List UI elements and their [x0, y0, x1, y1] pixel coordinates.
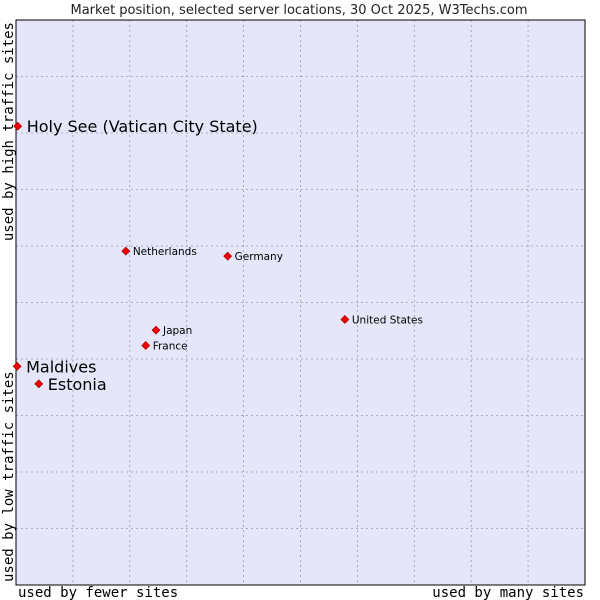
- y-axis-label-bottom: used by low traffic sites: [1, 371, 17, 582]
- y-axis-label-top: used by high traffic sites: [1, 22, 17, 241]
- point-label-japan: Japan: [162, 325, 192, 337]
- point-marker-estonia: [34, 379, 44, 389]
- point-label-united-states: United States: [352, 314, 423, 326]
- point-label-maldives: Maldives: [26, 357, 96, 376]
- point-label-estonia: Estonia: [48, 375, 107, 394]
- point-label-holy-see-vatican-city-state: Holy See (Vatican City State): [27, 117, 258, 136]
- point-label-france: France: [153, 340, 188, 352]
- point-label-netherlands: Netherlands: [133, 246, 197, 258]
- point-marker-holy-see-vatican-city-state: [13, 121, 23, 131]
- grid-lines: [16, 20, 585, 585]
- chart-title: Market position, selected server locatio…: [70, 3, 527, 18]
- point-marker-maldives: [12, 361, 22, 371]
- point-marker-netherlands: [121, 246, 131, 256]
- point-marker-france: [141, 341, 151, 350]
- point-label-germany: Germany: [235, 251, 283, 263]
- point-marker-japan: [151, 325, 161, 335]
- x-axis-label-left: used by fewer sites: [18, 585, 178, 600]
- x-axis-label-right: used by many sites: [432, 585, 584, 600]
- data-points: Holy See (Vatican City State) Netherlands…: [12, 117, 423, 394]
- point-marker-united-states: [340, 315, 350, 324]
- plot-border: [15, 19, 586, 586]
- point-marker-germany: [223, 251, 233, 261]
